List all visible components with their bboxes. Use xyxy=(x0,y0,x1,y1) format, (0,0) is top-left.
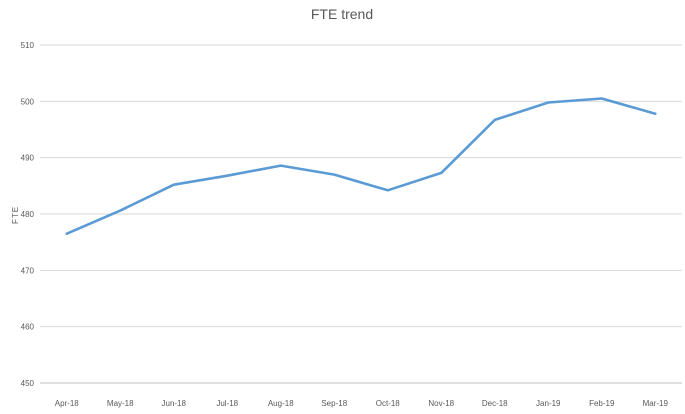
x-tick-label: Nov-18 xyxy=(428,399,454,408)
x-tick-label: Jun-18 xyxy=(162,399,187,408)
gridlines xyxy=(40,44,682,328)
y-tick-label: 480 xyxy=(21,210,35,219)
x-tick-label: Aug-18 xyxy=(268,399,294,408)
series xyxy=(65,97,657,235)
x-tick-label: Jan-19 xyxy=(536,399,561,408)
y-tick-label: 470 xyxy=(21,266,35,275)
x-tick-label: Jul-18 xyxy=(216,399,238,408)
x-tick-label: Feb-19 xyxy=(589,399,615,408)
y-axis-label: FTE xyxy=(11,206,20,224)
y-tick-label: 510 xyxy=(21,41,35,50)
x-tick-labels: Apr-18 May-18 Jun-18 Jul-18 Aug-18 Sep-18 Oct-… xyxy=(55,399,669,408)
chart-title: FTE trend xyxy=(311,6,373,22)
y-tick-label: 450 xyxy=(21,379,35,388)
x-tick-label: Apr-18 xyxy=(55,399,80,408)
y-tick-label: 490 xyxy=(21,154,35,163)
y-tick-labels: 450 460 470 480 490 500 510 xyxy=(21,41,35,388)
x-tick-label: Oct-18 xyxy=(376,399,401,408)
x-tick-label: May-18 xyxy=(107,399,134,408)
x-tick-label: Sep-18 xyxy=(321,399,347,408)
series-line xyxy=(65,97,657,235)
x-tick-label: Dec-18 xyxy=(482,399,508,408)
x-tick-label: Mar-19 xyxy=(643,399,669,408)
y-tick-label: 500 xyxy=(21,97,35,106)
y-tick-label: 460 xyxy=(21,323,35,332)
